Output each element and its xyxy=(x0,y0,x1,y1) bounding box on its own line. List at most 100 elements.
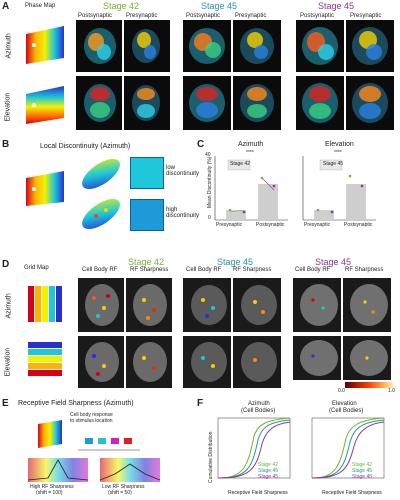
c-elevation-title: Elevation xyxy=(325,141,354,148)
c-legend-el-1: Stage 45 xyxy=(323,161,344,167)
high-discontinuity-grid xyxy=(130,199,164,231)
stage42-header-d: Stage 42 xyxy=(128,257,165,267)
phase-map-label: Phase Map xyxy=(25,3,56,9)
panel-e-title: Receptive Field Sharpness (Azimuth) xyxy=(18,400,134,407)
d-img-s45b-cellrf-el xyxy=(293,336,341,380)
d-img-s45a-sharp-az xyxy=(233,278,281,332)
stage45-header-d1: Stage 45 xyxy=(217,257,254,267)
a-img-s45b-post-az xyxy=(296,20,344,72)
f-legend-el-3: Stage 45 xyxy=(352,474,373,480)
presynaptic-label-2: Presynaptic xyxy=(235,13,267,19)
d-img-s42-cellrf-el xyxy=(78,336,124,388)
f-legend-az-3: Stage 45 xyxy=(258,474,279,480)
c-chart-azimuth xyxy=(214,156,288,221)
colorbar-low-label: 0.0 xyxy=(338,388,345,394)
grid-map-azimuth xyxy=(28,286,62,322)
phase-map-elevation xyxy=(26,86,64,124)
rf-sharp-label-3: RF Sharpness xyxy=(345,267,384,273)
e-low-label: Low RF Sharpness xyxy=(102,484,145,490)
f-xlabel-az: Receptive Field Sharpness xyxy=(228,490,288,496)
a-img-s42-post-az xyxy=(76,20,122,72)
stage45-header-d2: Stage 45 xyxy=(315,257,352,267)
cell-rf-label-2: Cell Body RF xyxy=(186,267,222,273)
f-azimuth-title: Azimuth xyxy=(248,401,270,407)
grid-map-label: Grid Map xyxy=(24,265,49,271)
d-img-s45a-cellrf-az xyxy=(183,278,231,332)
cell-rf-label-1: Cell Body RF xyxy=(82,267,118,273)
c-x-pre-az: Presynaptic xyxy=(216,222,243,228)
postsynaptic-label-3: Postsynaptic xyxy=(300,13,335,19)
f-legend-az-2: Stage 45 xyxy=(258,468,279,474)
d-img-s45b-sharp-el xyxy=(343,336,391,380)
a-img-s45b-pre-el xyxy=(346,76,394,130)
stage45-header-a1: Stage 45 xyxy=(201,1,238,11)
e-low-sharpness-plot xyxy=(100,458,160,482)
c-sig-el: **** xyxy=(334,150,342,156)
c-sig-az: **** xyxy=(246,150,254,156)
a-img-s45a-pre-az xyxy=(233,20,281,72)
low-discontinuity-ellipse xyxy=(82,158,120,190)
phase-map-azimuth xyxy=(26,26,64,64)
e-grid-schematic xyxy=(38,420,140,451)
e-high-sharpness-plot xyxy=(28,458,88,482)
rf-sharp-label-2: RF Sharpness xyxy=(233,267,272,273)
a-img-s42-pre-az xyxy=(124,20,170,72)
a-img-s45b-post-el xyxy=(296,76,344,130)
d-img-s42-sharp-el xyxy=(126,336,172,388)
f-elevation-title: Elevation xyxy=(332,401,357,407)
c-x-pre-el: Presynaptic xyxy=(304,222,331,228)
f-azimuth-sub: (Cell Bodies) xyxy=(241,408,276,414)
d-img-s45a-sharp-el xyxy=(233,336,281,388)
panel-d-label: D xyxy=(2,259,10,270)
f-cdf-azimuth xyxy=(217,417,291,479)
a-img-s45a-post-el xyxy=(183,76,231,130)
f-cdf-elevation xyxy=(311,417,385,479)
c-tick-40: 40 xyxy=(205,152,211,158)
elevation-row-label-d: Elevation xyxy=(4,347,12,377)
panel-b-label: B xyxy=(2,139,10,150)
high-discontinuity-label: high discontinuity xyxy=(166,207,200,219)
panel-f-label: F xyxy=(197,398,204,409)
c-chart-elevation xyxy=(302,156,376,221)
panel-c-label: C xyxy=(197,139,205,150)
c-azimuth-title: Azimuth xyxy=(238,141,264,148)
a-img-s42-pre-el xyxy=(124,76,170,130)
elevation-row-label-a: Elevation xyxy=(4,92,12,122)
d-img-s45b-cellrf-az xyxy=(293,278,341,332)
high-discontinuity-ellipse xyxy=(82,198,120,230)
a-img-s42-post-el xyxy=(76,76,122,130)
presynaptic-label-3: Presynaptic xyxy=(350,13,382,19)
stage42-header-a: Stage 42 xyxy=(103,1,140,11)
e-legend-sub: to stimulus location xyxy=(70,418,113,424)
c-tick-0: 0 xyxy=(208,215,211,221)
colorbar-high-label: 1.0 xyxy=(388,388,395,394)
a-img-s45a-post-az xyxy=(183,20,231,72)
a-img-s45b-pre-az xyxy=(346,20,394,72)
f-legend-el-1: Stage 42 xyxy=(352,462,373,468)
f-xlabel-el: Receptive Field Sharpness xyxy=(322,490,382,496)
stage45-header-a2: Stage 45 xyxy=(318,1,355,11)
panel-b-title: Local Discontinuity (Azimuth) xyxy=(40,143,131,150)
low-discontinuity-grid xyxy=(130,157,164,189)
d-img-s45a-cellrf-el xyxy=(183,336,231,388)
d-img-s45b-sharp-az xyxy=(343,278,391,332)
azimuth-row-label-d: Azimuth xyxy=(5,293,13,319)
d-img-s42-cellrf-az xyxy=(78,278,124,332)
f-legend-az-1: Stage 42 xyxy=(258,462,279,468)
rf-sharpness-colorbar xyxy=(345,382,393,388)
f-elevation-sub: (Cell Bodies) xyxy=(329,408,364,414)
e-high-label: High RF Sharpness xyxy=(30,484,74,490)
rf-sharp-label-1: RF Sharpness xyxy=(130,267,169,273)
f-legend-el-2: Stage 45 xyxy=(352,468,373,474)
e-low-sub: (shift = 50) xyxy=(108,490,132,496)
azimuth-row-label-a: Azimuth xyxy=(5,33,13,59)
a-img-s45a-pre-el xyxy=(233,76,281,130)
discontinuity-phase-map xyxy=(26,171,64,206)
panel-e-label: E xyxy=(2,398,9,409)
e-high-sub: (shift = 100) xyxy=(36,490,63,496)
c-legend-az-1: Stage 42 xyxy=(230,161,251,167)
presynaptic-label-1: Presynaptic xyxy=(126,13,158,19)
d-img-s42-sharp-az xyxy=(126,278,172,332)
low-discontinuity-label: low discontinuity xyxy=(166,165,200,177)
grid-map-elevation xyxy=(28,342,62,376)
